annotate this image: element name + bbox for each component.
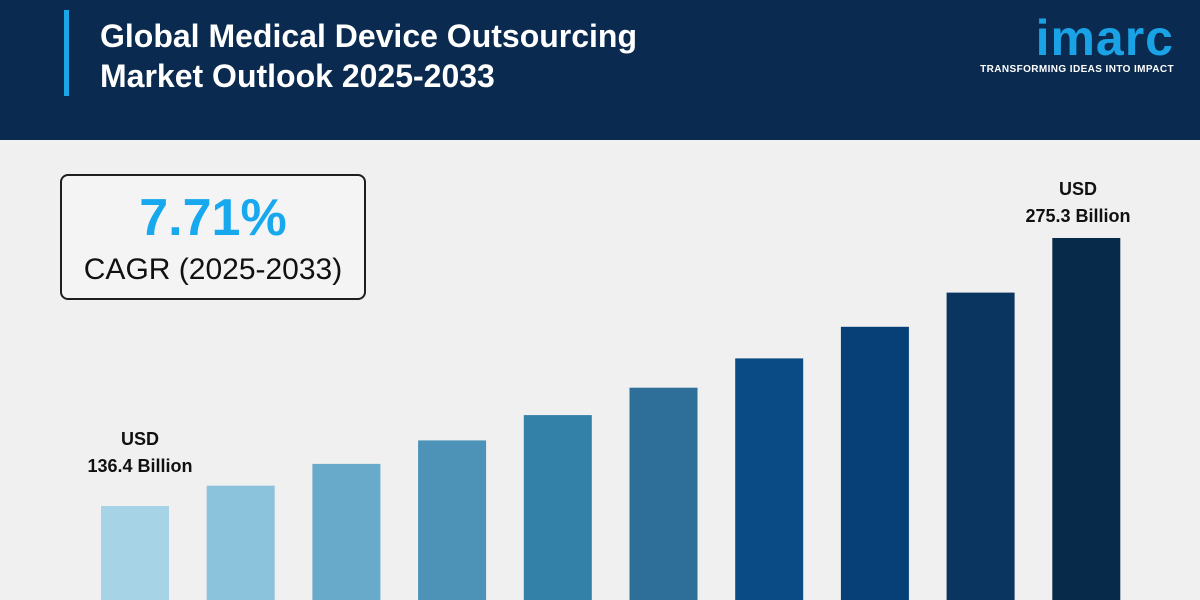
cagr-value: 7.71% bbox=[139, 189, 287, 247]
title-line-2: Market Outlook 2025-2033 bbox=[100, 58, 495, 94]
bar-2031 bbox=[840, 326, 909, 600]
bar-2033 bbox=[1052, 238, 1121, 600]
bar-2026 bbox=[312, 463, 381, 600]
logo-tagline: TRANSFORMING IDEAS INTO IMPACT bbox=[980, 64, 1174, 75]
end-value-label: USD 275.3 Billion bbox=[998, 176, 1158, 230]
cagr-callout: 7.71% CAGR (2025-2033) bbox=[60, 174, 366, 300]
bar-2032 bbox=[946, 292, 1015, 600]
header-banner: Global Medical Device Outsourcing Market… bbox=[0, 0, 1200, 140]
start-value-currency: USD bbox=[120, 429, 159, 449]
imarc-logo: imarc TRANSFORMING IDEAS INTO IMPACT bbox=[954, 10, 1174, 80]
bar-2025 bbox=[206, 485, 275, 600]
bar-2027 bbox=[418, 440, 487, 600]
title-line-1: Global Medical Device Outsourcing bbox=[100, 18, 638, 54]
bar-2028 bbox=[523, 415, 592, 600]
end-value-currency: USD bbox=[1058, 179, 1097, 199]
end-value-amount: 275.3 Billion bbox=[1025, 206, 1131, 226]
bar-2030 bbox=[735, 358, 804, 600]
title-accent-bar bbox=[64, 10, 69, 96]
start-value-label: USD 136.4 Billion bbox=[60, 426, 220, 480]
bar-2024 bbox=[101, 506, 169, 600]
start-value-amount: 136.4 Billion bbox=[87, 456, 193, 476]
page-title: Global Medical Device Outsourcing Market… bbox=[100, 16, 800, 96]
cagr-label: CAGR (2025-2033) bbox=[83, 253, 343, 286]
logo-wordmark: imarc bbox=[1035, 10, 1174, 66]
bar-2029 bbox=[629, 387, 698, 600]
